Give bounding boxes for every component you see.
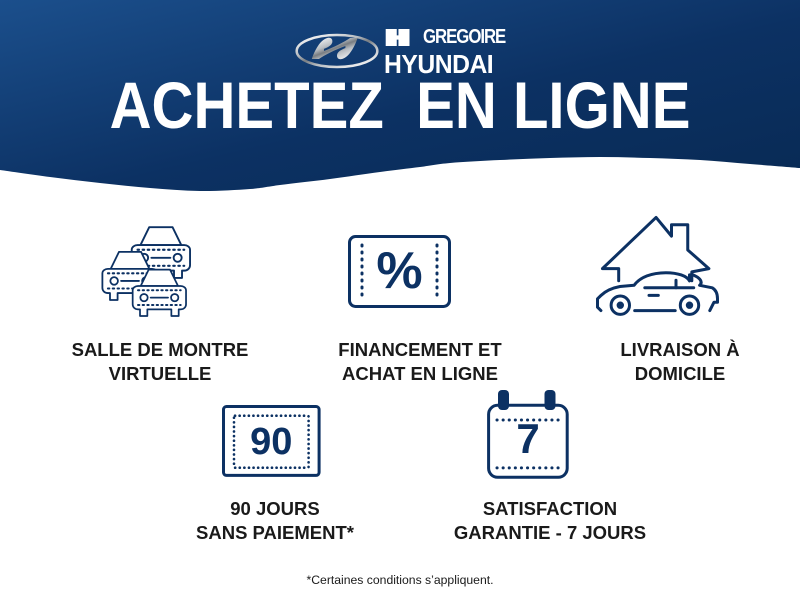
svg-text:90: 90 xyxy=(250,421,292,463)
svg-text:7: 7 xyxy=(516,415,539,462)
svg-text:%: % xyxy=(376,242,422,300)
